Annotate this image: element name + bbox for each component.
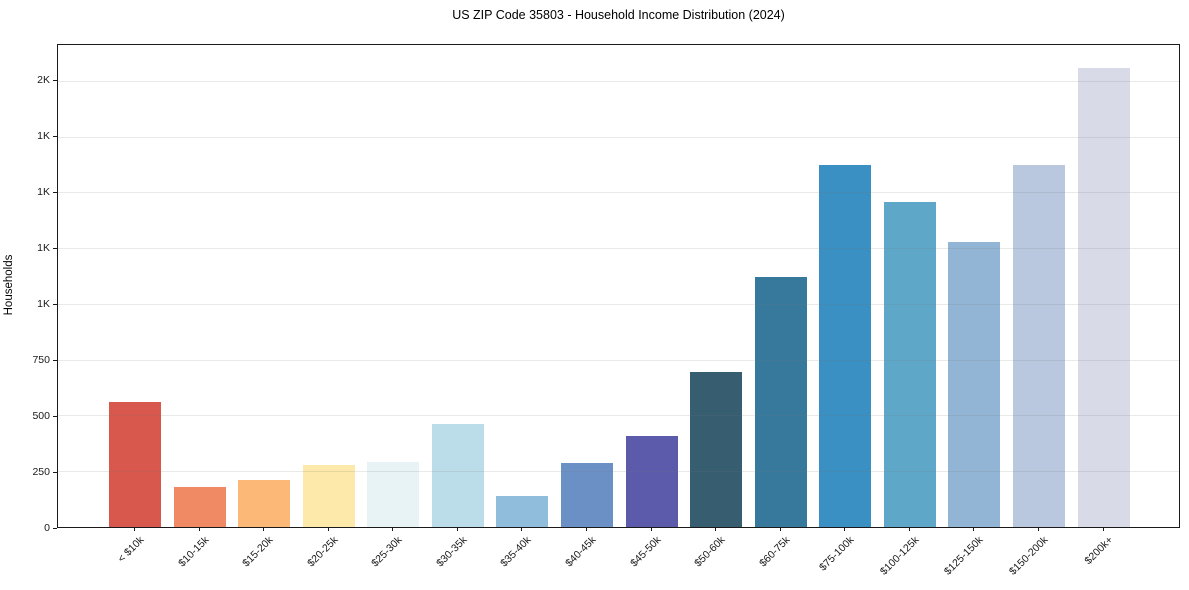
y-tick-label: 750 bbox=[32, 353, 50, 366]
x-tick-mark bbox=[908, 527, 910, 531]
x-tick-label: $100-125k bbox=[877, 534, 922, 578]
chart-title: US ZIP Code 35803 - Household Income Dis… bbox=[452, 8, 785, 22]
bar-6 bbox=[431, 424, 484, 527]
x-tick-label: $40-45k bbox=[563, 534, 599, 570]
x-tick-label: $50-60k bbox=[692, 534, 728, 570]
y-tick-label: 2K bbox=[37, 73, 50, 86]
bar-5 bbox=[367, 462, 420, 527]
bar-1 bbox=[109, 402, 161, 527]
y-tick-label: 250 bbox=[32, 465, 50, 478]
x-tick-label: $150-200k bbox=[1006, 534, 1051, 578]
gridline bbox=[58, 80, 1179, 82]
gridline bbox=[58, 248, 1179, 250]
bar-8 bbox=[560, 463, 613, 527]
y-tick-mark bbox=[53, 135, 57, 137]
bar-11 bbox=[754, 277, 807, 527]
x-tick-mark bbox=[456, 527, 458, 531]
y-tick-mark bbox=[53, 191, 57, 193]
y-tick-mark bbox=[53, 528, 57, 529]
y-tick-label: 1K bbox=[37, 297, 50, 310]
x-tick-label: $25-30k bbox=[369, 534, 405, 570]
x-tick-label: $200k+ bbox=[1081, 534, 1116, 568]
y-tick-mark bbox=[53, 247, 57, 249]
x-tick-label: $15-20k bbox=[240, 534, 276, 570]
bar-14 bbox=[948, 242, 1001, 527]
gridline bbox=[58, 303, 1179, 305]
bar-2 bbox=[173, 487, 226, 527]
bar-7 bbox=[496, 496, 549, 527]
x-tick-label: $30-35k bbox=[434, 534, 470, 570]
y-tick-label: 0 bbox=[44, 522, 50, 534]
x-tick-mark bbox=[134, 527, 135, 531]
x-tick-mark bbox=[586, 527, 587, 531]
x-tick-label: $125-150k bbox=[942, 534, 986, 578]
bar-4 bbox=[302, 465, 355, 527]
y-tick-mark bbox=[53, 472, 57, 473]
x-tick-label: $10-15k bbox=[175, 534, 212, 570]
x-tick-mark bbox=[327, 527, 329, 531]
x-tick-label: $45-50k bbox=[627, 534, 664, 570]
bar-9 bbox=[625, 436, 678, 527]
x-tick-mark bbox=[973, 527, 975, 531]
y-tick-label: 1K bbox=[37, 241, 50, 254]
x-tick-label: < $10k bbox=[115, 534, 147, 565]
x-tick-mark bbox=[1038, 527, 1039, 531]
x-tick-mark bbox=[779, 527, 781, 531]
gridline bbox=[58, 136, 1179, 138]
x-tick-mark bbox=[198, 527, 200, 531]
y-tick-label: 1K bbox=[37, 185, 50, 198]
y-tick-mark bbox=[53, 416, 57, 417]
x-tick-mark bbox=[1102, 527, 1104, 531]
y-tick-mark bbox=[53, 359, 57, 361]
y-tick-label: 1K bbox=[37, 129, 50, 142]
x-tick-label: $60-75k bbox=[756, 534, 793, 570]
y-tick-mark bbox=[53, 303, 57, 305]
x-tick-mark bbox=[715, 527, 717, 531]
bar-16 bbox=[1077, 68, 1130, 527]
bar-15 bbox=[1012, 165, 1065, 527]
x-tick-mark bbox=[650, 527, 652, 531]
x-tick-mark bbox=[521, 527, 523, 531]
x-tick-mark bbox=[392, 527, 394, 531]
x-tick-mark bbox=[263, 527, 265, 531]
plot-area bbox=[57, 44, 1180, 528]
y-tick-label: 500 bbox=[32, 409, 50, 422]
gridline bbox=[58, 192, 1179, 194]
bar-10 bbox=[690, 372, 743, 527]
bar-12 bbox=[819, 165, 872, 527]
bar-13 bbox=[883, 202, 936, 527]
gridline bbox=[58, 415, 1179, 417]
y-tick-mark bbox=[53, 79, 57, 81]
x-tick-label: $20-25k bbox=[304, 534, 341, 570]
x-tick-label: $75-100k bbox=[817, 534, 857, 574]
x-tick-mark bbox=[844, 527, 846, 531]
gridline bbox=[58, 359, 1179, 361]
gridline bbox=[58, 471, 1179, 473]
bar-3 bbox=[238, 480, 291, 527]
x-tick-label: $35-40k bbox=[498, 534, 534, 570]
